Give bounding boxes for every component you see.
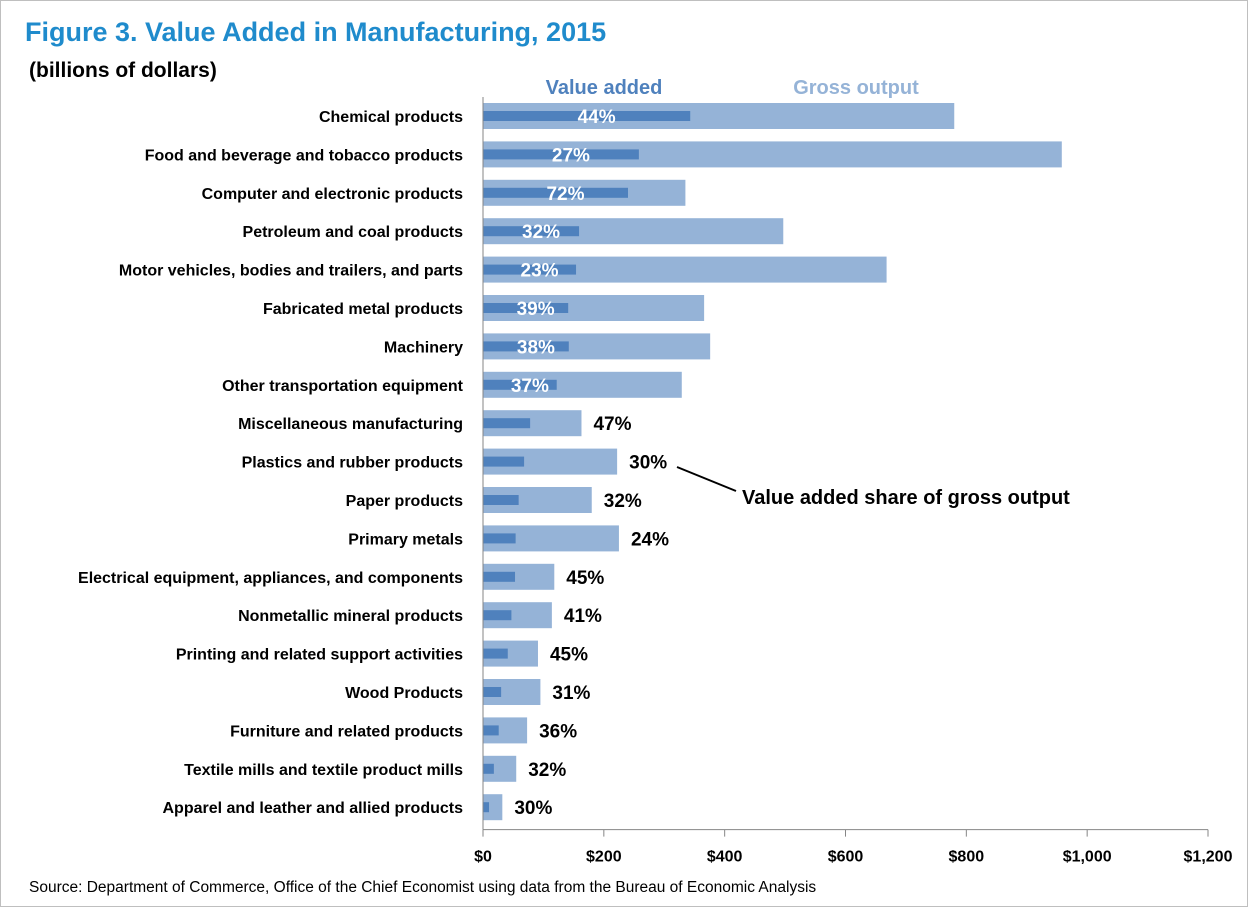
share-label: 32% bbox=[522, 222, 560, 243]
share-label: 45% bbox=[550, 645, 588, 666]
category-label: Machinery bbox=[384, 339, 463, 356]
category-label: Chemical products bbox=[319, 109, 463, 126]
category-label: Printing and related support activities bbox=[176, 647, 463, 664]
category-label: Textile mills and textile product mills bbox=[184, 762, 463, 779]
gross-output-bar bbox=[483, 794, 503, 821]
source-note: Source: Department of Commerce, Office o… bbox=[29, 879, 817, 896]
category-label: Plastics and rubber products bbox=[242, 455, 463, 472]
share-label: 39% bbox=[517, 299, 555, 320]
category-label: Motor vehicles, bodies and trailers, and… bbox=[119, 263, 463, 280]
value-added-bar bbox=[483, 725, 499, 736]
x-tick-label: $200 bbox=[586, 849, 622, 866]
share-label: 31% bbox=[552, 683, 590, 704]
share-label: 30% bbox=[629, 453, 667, 474]
category-label: Computer and electronic products bbox=[202, 186, 463, 203]
annotation-text: Value added share of gross output bbox=[742, 487, 1070, 509]
value-added-bar bbox=[483, 648, 508, 659]
annotation-leader-line bbox=[676, 466, 737, 492]
value-added-bar bbox=[483, 456, 525, 467]
share-label: 36% bbox=[539, 721, 577, 742]
category-label: Primary metals bbox=[348, 531, 463, 548]
value-added-bar bbox=[483, 533, 516, 544]
value-added-bar bbox=[483, 187, 628, 198]
share-label: 27% bbox=[552, 145, 590, 166]
value-added-bar bbox=[483, 264, 577, 275]
share-label: 45% bbox=[566, 568, 604, 589]
category-label: Fabricated metal products bbox=[263, 301, 463, 318]
category-label: Nonmetallic mineral products bbox=[238, 608, 463, 625]
category-label: Paper products bbox=[346, 493, 463, 510]
share-label: 24% bbox=[631, 529, 669, 550]
category-label: Petroleum and coal products bbox=[243, 224, 464, 241]
share-label: 41% bbox=[564, 606, 602, 627]
value-added-bar bbox=[483, 111, 691, 121]
chart-subtitle: (billions of dollars) bbox=[29, 59, 217, 82]
share-label: 32% bbox=[528, 760, 566, 781]
chart-title: Figure 3. Value Added in Manufacturing, … bbox=[25, 17, 607, 47]
category-label: Food and beverage and tobacco products bbox=[145, 147, 463, 164]
value-added-bar bbox=[483, 802, 490, 813]
share-label: 44% bbox=[578, 107, 616, 128]
value-added-bar bbox=[483, 571, 516, 582]
share-label: 47% bbox=[593, 414, 631, 435]
value-added-bar bbox=[483, 379, 557, 390]
x-tick-label: $1,000 bbox=[1063, 849, 1112, 866]
category-label: Wood Products bbox=[345, 685, 463, 702]
x-tick-label: $400 bbox=[707, 849, 743, 866]
value-added-bar bbox=[483, 687, 502, 697]
legend-value-added: Value added bbox=[546, 77, 663, 99]
value-added-bar bbox=[483, 418, 531, 429]
legend-gross-output: Gross output bbox=[793, 77, 919, 99]
x-tick-label: $0 bbox=[474, 849, 492, 866]
value-added-bar bbox=[483, 610, 512, 621]
category-label: Miscellaneous manufacturing bbox=[238, 416, 463, 433]
value-added-bar bbox=[483, 341, 569, 352]
category-label: Furniture and related products bbox=[230, 723, 463, 740]
share-label: 30% bbox=[514, 798, 552, 819]
category-label: Other transportation equipment bbox=[222, 378, 464, 395]
category-label: Apparel and leather and allied products bbox=[162, 800, 463, 817]
x-tick-label: $800 bbox=[949, 849, 985, 866]
value-added-bar bbox=[483, 495, 519, 505]
share-label: 72% bbox=[546, 184, 584, 205]
category-label: Electrical equipment, appliances, and co… bbox=[78, 570, 463, 587]
value-added-bar bbox=[483, 149, 639, 160]
value-added-bar bbox=[483, 763, 494, 774]
value-added-bar bbox=[483, 303, 569, 313]
value-added-bar bbox=[483, 226, 580, 237]
share-label: 32% bbox=[604, 491, 642, 512]
x-tick-label: $600 bbox=[828, 849, 864, 866]
share-label: 38% bbox=[517, 337, 555, 358]
x-tick-label: $1,200 bbox=[1184, 849, 1233, 866]
share-label: 37% bbox=[511, 376, 549, 397]
share-label: 23% bbox=[521, 261, 559, 282]
